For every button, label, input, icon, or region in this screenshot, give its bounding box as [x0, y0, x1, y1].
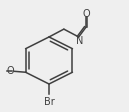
Text: Br: Br: [44, 97, 54, 107]
Text: N: N: [76, 36, 83, 46]
Text: O: O: [83, 9, 90, 19]
Text: O: O: [6, 66, 14, 76]
